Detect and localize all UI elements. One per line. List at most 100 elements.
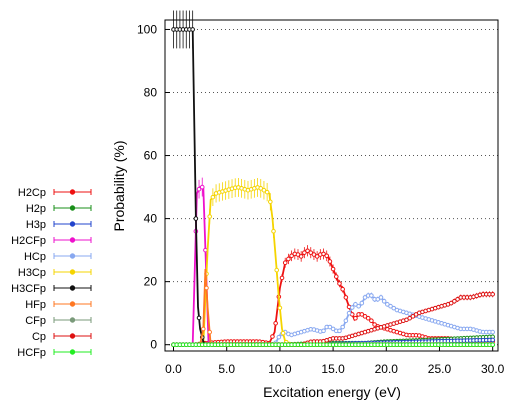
legend-item: HFp bbox=[25, 299, 92, 311]
data-point bbox=[369, 293, 374, 298]
data-point bbox=[407, 315, 412, 321]
data-point bbox=[362, 314, 368, 319]
data-point bbox=[190, 27, 195, 32]
data-point bbox=[270, 334, 275, 339]
data-point bbox=[207, 214, 212, 219]
data-point bbox=[385, 302, 390, 307]
data-point bbox=[333, 274, 339, 279]
data-point bbox=[337, 328, 342, 334]
data-point bbox=[362, 295, 368, 300]
legend-swatch-marker bbox=[69, 189, 76, 195]
data-point bbox=[353, 302, 358, 307]
series-HFp bbox=[197, 268, 493, 347]
legend-swatch-marker bbox=[69, 253, 76, 259]
series-H3CFp bbox=[171, 10, 495, 347]
data-point bbox=[274, 267, 280, 273]
data-point bbox=[321, 328, 326, 334]
data-point bbox=[289, 253, 294, 259]
legend-label: H2CFp bbox=[11, 235, 46, 247]
series-HCFp bbox=[171, 342, 495, 347]
legend-item: H3CFp bbox=[11, 283, 92, 295]
data-point bbox=[273, 320, 278, 326]
y-axis: 0 20 40 60 80 100 bbox=[137, 22, 170, 352]
data-point bbox=[286, 256, 291, 262]
data-point bbox=[375, 297, 381, 302]
data-point bbox=[330, 266, 336, 272]
data-point bbox=[327, 259, 333, 264]
legend-swatch-marker bbox=[69, 285, 76, 291]
series-line bbox=[173, 28, 493, 346]
data-point bbox=[359, 300, 365, 306]
legend-swatch-marker bbox=[69, 349, 76, 355]
data-point bbox=[490, 342, 495, 347]
series-line bbox=[199, 268, 493, 346]
plot-series bbox=[171, 10, 495, 347]
data-point bbox=[305, 248, 310, 254]
x-tick-label: 30.0 bbox=[481, 362, 505, 376]
data-point bbox=[193, 216, 199, 221]
y-tick-label: 80 bbox=[144, 86, 158, 100]
data-point bbox=[490, 329, 495, 335]
data-point bbox=[381, 298, 387, 304]
legend-label: CFp bbox=[25, 315, 46, 327]
data-point bbox=[264, 189, 270, 195]
legend-swatch-marker bbox=[69, 301, 76, 307]
data-point bbox=[353, 315, 358, 321]
data-point bbox=[372, 322, 377, 327]
legend-item: HCFp bbox=[17, 347, 92, 359]
data-point bbox=[388, 303, 393, 309]
data-point bbox=[490, 291, 495, 297]
x-axis-label: Excitation energy (eV) bbox=[263, 384, 401, 400]
data-point bbox=[279, 275, 285, 281]
data-point bbox=[321, 251, 326, 257]
data-point bbox=[343, 295, 349, 300]
y-tick-label: 20 bbox=[144, 275, 158, 289]
data-point bbox=[258, 186, 264, 191]
data-point bbox=[196, 315, 202, 321]
x-tick-label: 15.0 bbox=[321, 362, 345, 376]
legend: H2Cp H2p H3p H2CFp HCp H3Cp H3CFp HFp CFp Cp HCFp bbox=[11, 187, 92, 359]
data-point bbox=[346, 310, 352, 316]
x-tick-label: 0.0 bbox=[165, 362, 182, 376]
data-point bbox=[298, 254, 304, 259]
data-point bbox=[343, 318, 349, 324]
data-point bbox=[207, 329, 212, 335]
legend-item: Cp bbox=[32, 331, 92, 343]
legend-item: H2CFp bbox=[11, 235, 92, 247]
data-point bbox=[369, 318, 374, 324]
legend-label: Cp bbox=[32, 331, 46, 343]
x-tick-label: 25.0 bbox=[428, 362, 452, 376]
legend-label: H3Cp bbox=[18, 267, 46, 279]
data-point bbox=[448, 300, 454, 306]
data-point bbox=[268, 199, 273, 205]
data-point bbox=[365, 315, 371, 321]
data-point bbox=[282, 260, 288, 266]
data-point bbox=[378, 295, 384, 300]
data-point bbox=[201, 326, 206, 332]
legend-swatch-marker bbox=[69, 221, 76, 227]
legend-item: HCp bbox=[24, 251, 92, 263]
plot-frame bbox=[164, 19, 499, 352]
legend-label: HCFp bbox=[17, 347, 46, 359]
legend-label: H3CFp bbox=[11, 283, 46, 295]
series-line bbox=[191, 186, 493, 346]
x-axis: 0.0 5.0 10.0 15.0 20.0 25.0 30.0 bbox=[165, 346, 505, 376]
data-point bbox=[276, 334, 282, 340]
data-point bbox=[356, 303, 361, 309]
series-H2CFp bbox=[190, 177, 495, 347]
legend-item: H3p bbox=[26, 219, 92, 231]
y-tick-label: 0 bbox=[150, 338, 157, 352]
x-tick-label: 10.0 bbox=[268, 362, 292, 376]
legend-swatch-marker bbox=[69, 317, 76, 323]
legend-item: H3Cp bbox=[18, 267, 92, 279]
data-point bbox=[340, 324, 345, 330]
data-point bbox=[295, 252, 301, 257]
legend-swatch-marker bbox=[69, 269, 76, 275]
data-point bbox=[302, 250, 307, 255]
data-point bbox=[327, 324, 333, 330]
data-point bbox=[349, 305, 355, 310]
legend-label: H3p bbox=[26, 219, 46, 231]
data-point bbox=[196, 186, 202, 192]
data-point bbox=[391, 305, 397, 311]
